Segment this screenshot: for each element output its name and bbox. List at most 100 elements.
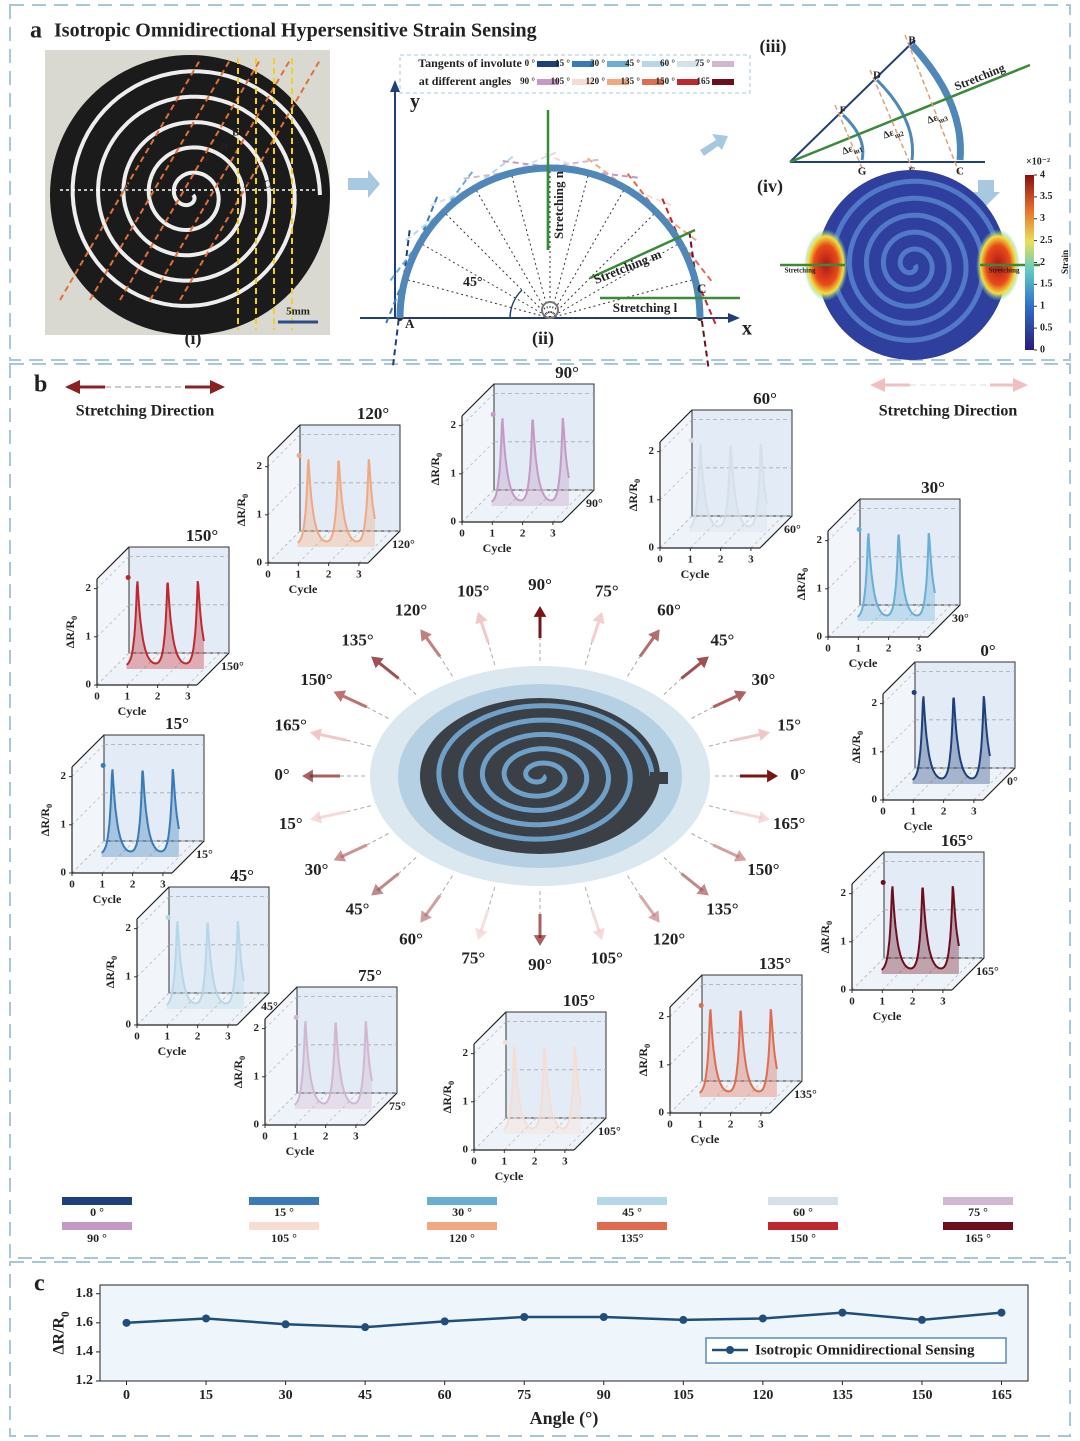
y-tick-label: 2: [126, 922, 132, 934]
y-tick-label: 1.8: [76, 1286, 94, 1301]
legend-label: 105 °: [271, 1231, 297, 1245]
grid-line: [267, 434, 301, 467]
chart-wall: [97, 547, 129, 685]
guide-line: [119, 59, 261, 301]
response-curve: [689, 444, 768, 529]
direction-angle: 165°: [275, 716, 307, 735]
stretch-label: Stretching l: [613, 300, 678, 315]
y-axis-label: ΔR/R0: [234, 494, 251, 526]
chart-wall: [268, 425, 300, 563]
subscript: 0: [856, 731, 865, 735]
axis: [461, 383, 495, 417]
legend-swatch: [677, 61, 699, 67]
x-tick-label: 30: [279, 1388, 293, 1403]
grid-line: [730, 1080, 763, 1114]
colorbar-label: 3: [1040, 213, 1045, 224]
y-tick-label: 1: [659, 1058, 665, 1070]
legend-title: Tangents of involute: [418, 56, 522, 70]
data-point: [997, 1308, 1006, 1317]
caption: (ii): [532, 328, 554, 349]
x-tick-label: 0: [94, 691, 100, 703]
chart-title: 165°: [941, 831, 973, 850]
arrowhead: [696, 883, 709, 896]
arrowhead: [420, 910, 432, 923]
data-point: [361, 1323, 370, 1332]
geometry-arc: [909, 42, 964, 161]
direction-arrow: [317, 732, 348, 742]
panel-border: [9, 363, 1071, 1259]
chart-title: 0°: [980, 641, 995, 660]
series-dot: [296, 452, 302, 458]
center-ring: [541, 301, 559, 319]
point-label: C: [263, 179, 271, 191]
y-axis-label: ΔR/R0: [626, 479, 643, 511]
axis: [267, 424, 301, 458]
colorbar-label: 2: [1040, 257, 1045, 268]
grid-line: [264, 996, 298, 1029]
curve-fill: [166, 921, 244, 1009]
x-tick-label: 0: [657, 554, 663, 566]
radial-line: [549, 172, 590, 319]
legend-swatch: [249, 1197, 319, 1205]
series-dot: [100, 762, 106, 768]
subscript: m3: [937, 114, 949, 125]
data-point: [758, 1314, 767, 1323]
curve-fill: [857, 533, 935, 621]
legend-swatch: [642, 61, 664, 67]
chart-title: 105°: [563, 991, 595, 1010]
chart-title: 45°: [230, 866, 254, 885]
x-tick-label: 2: [910, 996, 916, 1008]
legend-swatch: [677, 79, 699, 85]
legend-label: 90 °: [520, 76, 535, 86]
y-tick-label: 0: [451, 516, 457, 528]
legend-label: 15 °: [274, 1205, 294, 1219]
legend-label: 150 °: [790, 1231, 816, 1245]
legend-label: Isotropic Omnidirectional Sensing: [755, 1342, 975, 1358]
subscript: 0: [70, 616, 79, 620]
depth-label: 105°: [598, 1124, 621, 1138]
arrowhead: [533, 606, 547, 617]
y-tick-label: 0: [463, 1144, 469, 1156]
colorbar-label: 1.5: [1040, 279, 1053, 290]
grid-line: [522, 489, 555, 523]
subscript: m2: [893, 129, 905, 140]
grid-line: [913, 767, 946, 801]
axis: [561, 489, 595, 523]
subscript: 0: [60, 1311, 72, 1317]
grid-line: [197, 992, 230, 1026]
axis: [96, 546, 130, 580]
arrowhead: [757, 811, 770, 824]
geometry-line: [789, 39, 916, 163]
series-line: [126, 1311, 1002, 1329]
direction-angle: 45°: [711, 631, 735, 650]
data-point: [122, 1318, 131, 1327]
grid-line: [669, 1032, 703, 1066]
series-dot: [490, 411, 496, 417]
direction-arrow: [680, 872, 704, 892]
series-dot: [911, 689, 917, 695]
direction-angle: 150°: [747, 860, 779, 879]
arrowhead: [592, 927, 605, 941]
x-tick-label: 1: [125, 691, 131, 703]
grid-line: [851, 957, 885, 991]
legend-label: 120 °: [586, 76, 606, 86]
caption: (iv): [757, 176, 783, 197]
grid-line: [96, 604, 130, 638]
x-tick-label: 3: [562, 1156, 568, 1168]
point-label: B: [232, 127, 240, 139]
legend-swatch: [642, 79, 664, 85]
legend-label: 60 °: [660, 58, 675, 68]
stretch-label: Stretching: [785, 267, 816, 275]
legend-swatch: [62, 1197, 132, 1205]
chart-title: 75°: [358, 966, 382, 985]
x-axis-label: Cycle: [289, 582, 318, 596]
direction-angle: 90°: [528, 575, 552, 594]
depth-label: 0°: [1007, 774, 1018, 788]
x-tick-label: 3: [353, 1131, 359, 1143]
direction-guide: [439, 875, 453, 896]
guide-line: [59, 59, 201, 301]
grid-line: [851, 909, 885, 943]
geometry-arc: [875, 78, 915, 161]
axis: [882, 661, 916, 695]
legend-label: 45 °: [625, 58, 640, 68]
